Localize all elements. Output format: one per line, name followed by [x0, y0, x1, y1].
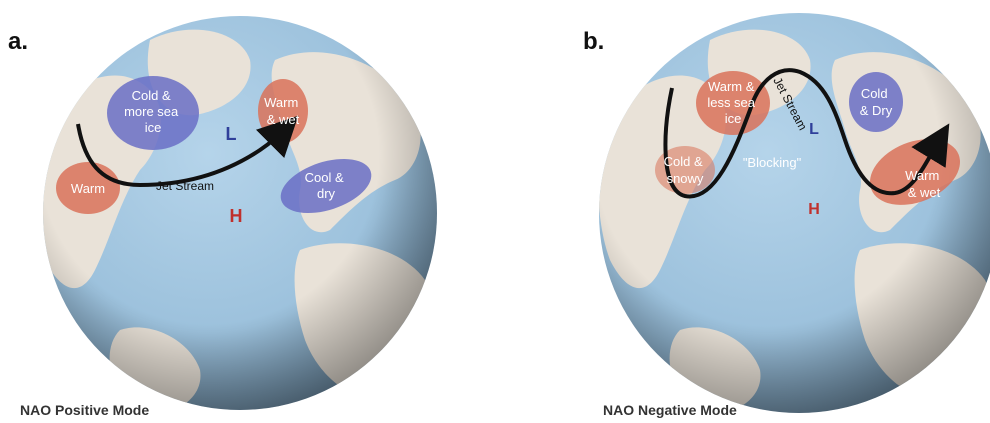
- region-cold-dry: [849, 72, 903, 132]
- label-cold-ice: Cold & more sea ice: [124, 88, 182, 135]
- panel-nao-positive: a.: [8, 16, 437, 418]
- label-cold-snowy: Cold & snowy: [664, 154, 707, 186]
- region-cool-dry: [280, 158, 372, 214]
- globe-negative: Warm & less sea ice Cold & Dry Cold & sn…: [599, 13, 990, 413]
- label-warm: Warm: [71, 181, 105, 196]
- label-warm-less-ice: Warm & less sea ice: [707, 79, 758, 126]
- high-pressure-label: H: [808, 201, 820, 218]
- region-cold-ice: [107, 76, 199, 150]
- globe-shading: [599, 13, 990, 413]
- globe-positive: Cold & more sea ice Warm & wet Warm Cool…: [43, 16, 437, 410]
- label-cold-dry: Cold & Dry: [860, 86, 893, 118]
- jet-stream-arrow: [663, 68, 950, 199]
- label-cool-dry: Cool & dry: [305, 170, 348, 201]
- panel-nao-negative: b.: [495, 0, 990, 423]
- caption-positive: NAO Positive Mode: [20, 402, 150, 418]
- panel-label-a: a.: [8, 28, 29, 55]
- panel-label-b: b.: [583, 28, 605, 55]
- blocking-label: "Blocking": [743, 155, 802, 170]
- label-warm-wet: Warm & wet: [264, 95, 302, 127]
- jet-stream-label: Jet Stream: [156, 179, 214, 193]
- jet-stream-arrow: [76, 115, 299, 188]
- region-warm-less-ice: [696, 71, 770, 135]
- low-pressure-label: L: [226, 124, 237, 144]
- low-pressure-label: L: [809, 121, 819, 138]
- caption-negative: NAO Negative Mode: [603, 402, 737, 418]
- high-pressure-label: H: [230, 206, 243, 226]
- label-warm-wet: Warm & wet: [905, 168, 943, 200]
